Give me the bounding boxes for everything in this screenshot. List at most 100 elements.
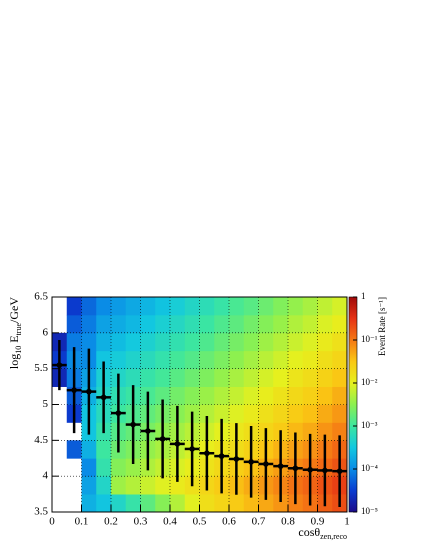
colorbar-tick-label: 10⁻³ [361, 420, 378, 430]
heat-cell [111, 297, 127, 316]
heat-cell [273, 332, 289, 352]
heat-cell [273, 404, 289, 423]
heat-cell [317, 368, 333, 387]
heat-cell [229, 494, 245, 513]
profile-point [159, 436, 166, 442]
heat-cell [81, 332, 97, 352]
heat-cell [214, 350, 230, 370]
heat-cell [229, 350, 245, 370]
profile-point [322, 467, 328, 474]
heat-cell [288, 404, 304, 423]
y-tick-label: 4 [43, 470, 49, 482]
heat-cell [258, 332, 274, 352]
heat-cell [170, 332, 186, 352]
heat-cell [155, 350, 171, 370]
heat-cell [243, 368, 259, 387]
y-tick-label: 6 [43, 326, 49, 338]
heat-cell [332, 422, 348, 441]
x-tick-label: 0 [49, 516, 55, 528]
heat-cell [332, 314, 348, 334]
heat-cell [199, 404, 215, 423]
x-tick-label: 1 [344, 516, 350, 528]
heat-cell [184, 368, 200, 387]
heat-cell [302, 386, 318, 405]
heat-cell [229, 314, 245, 334]
axes: 0 0.1 0.2 0.3 0.4 0.5 0.6 0.7 0.8 0.9 1 3.5 4 4.5 5 5.5… [34, 291, 378, 528]
x-tick-label: 0.8 [281, 516, 295, 528]
heat-cell [125, 332, 141, 352]
x-tick-label: 0.7 [252, 516, 266, 528]
heat-cell [199, 314, 215, 334]
heat-cell [199, 386, 215, 405]
x-axis-label: cosθzen,reco [298, 525, 347, 542]
heat-cell [96, 458, 112, 477]
heat-cell [125, 350, 141, 370]
heat-cell [96, 350, 112, 370]
profile-point [145, 428, 151, 434]
heat-cell [302, 297, 318, 316]
heat-cell [243, 350, 259, 370]
heat-cell [243, 297, 259, 316]
heat-cell [273, 297, 289, 316]
x-tick-label: 0.1 [75, 516, 89, 528]
profile [52, 340, 347, 507]
heat-cell [81, 458, 97, 477]
profile-point [86, 388, 92, 395]
heat-cell [125, 458, 141, 477]
x-tick-label: 0.9 [311, 516, 325, 528]
heat-cell [184, 494, 200, 513]
heat-cell [229, 297, 245, 316]
heat-cell [214, 297, 230, 316]
heat-cell [273, 314, 289, 334]
heat-cell [273, 350, 289, 370]
heat-cell [199, 332, 215, 352]
heat-cell [243, 386, 259, 405]
heat-cell [155, 332, 171, 352]
colorbar-label: Event Rate [s⁻¹] [377, 297, 387, 356]
heat-cell [288, 314, 304, 334]
heat-cell [302, 314, 318, 334]
heat-cell [125, 297, 141, 316]
heat-cell [170, 476, 186, 495]
x-tick-label: 0.4 [163, 516, 177, 528]
heat-cell [170, 297, 186, 316]
heat-cell [302, 332, 318, 352]
profile-point [204, 450, 210, 457]
heat-cell [243, 494, 259, 513]
heat-cell [317, 314, 333, 334]
heat-cell [170, 386, 186, 405]
heat-cell [81, 440, 97, 459]
heat-cell [214, 368, 230, 387]
y-tick-label: 5 [43, 398, 49, 410]
heat-cell [258, 350, 274, 370]
y-label-part: 10 [14, 346, 23, 354]
profile-point [115, 410, 122, 416]
heat-cell [317, 350, 333, 370]
profile-point [189, 446, 195, 452]
colorbar-tick-label: 10⁻⁵ [361, 506, 378, 516]
heat-cell [140, 297, 156, 316]
y-tick-label: 5.5 [34, 362, 48, 374]
heat-cell [66, 314, 82, 334]
heat-cell [184, 332, 200, 352]
heat-cell [96, 297, 112, 316]
heat-cell [258, 297, 274, 316]
heat-cell [214, 494, 230, 513]
heat-cell [288, 368, 304, 387]
heat-cell [258, 314, 274, 334]
profile-point [292, 465, 299, 472]
heat-cell [199, 297, 215, 316]
x-tick-label: 0.3 [134, 516, 148, 528]
profile-point [233, 456, 240, 462]
heat-cell [229, 404, 245, 423]
y-tick-label: 6.5 [34, 291, 48, 303]
heat-cell [317, 332, 333, 352]
heat-cell [302, 350, 318, 370]
colorbar [348, 296, 358, 513]
heat-cell [302, 368, 318, 387]
heat-cell [332, 368, 348, 387]
heat-cell [332, 386, 348, 405]
y-label-part: log [7, 354, 21, 369]
heat-cell [258, 494, 274, 513]
